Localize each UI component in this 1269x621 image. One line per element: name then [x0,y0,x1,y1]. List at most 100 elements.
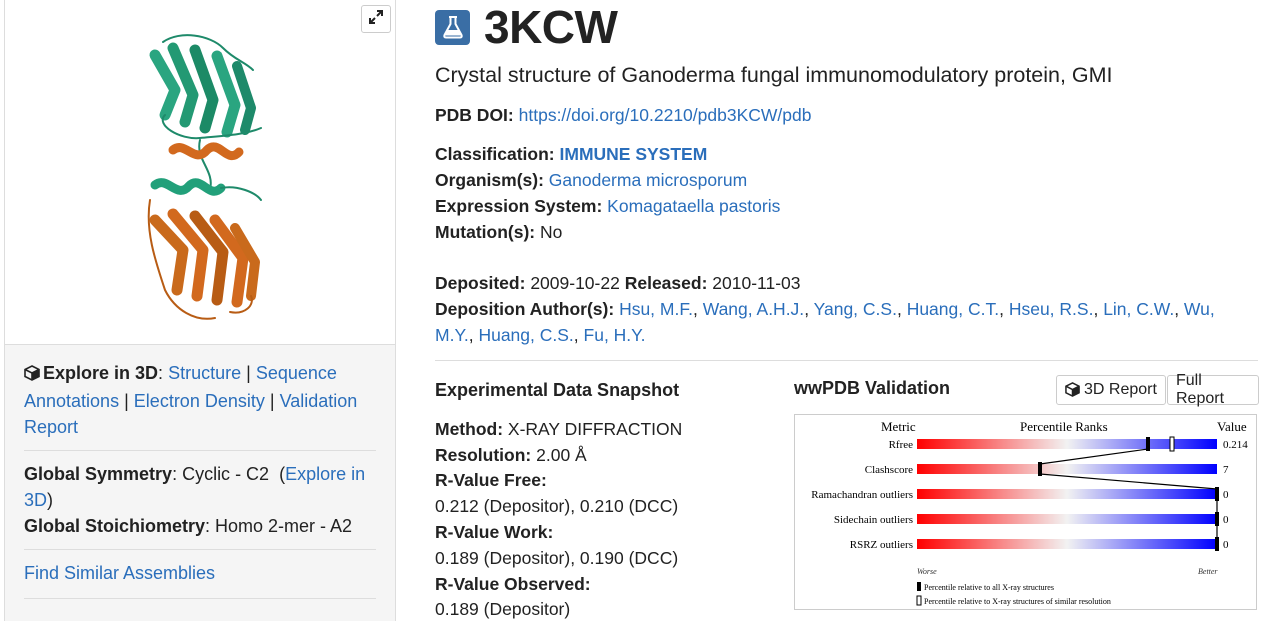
divider [24,450,376,451]
author-link[interactable]: Yang, C.S. [813,299,897,319]
robs-value: 0.189 (Depositor) [435,599,571,620]
author-link[interactable]: Lin, C.W. [1103,299,1175,319]
expression-label: Expression System: [435,196,603,216]
sequence-annotations-link[interactable]: Sequence Annotations [24,363,337,411]
author-separator: , [692,299,703,319]
author-link[interactable]: Wang, A.H.J. [702,299,805,319]
mutation-label: Mutation(s): [435,222,536,242]
full-report-label: Full Report [1176,372,1225,407]
classification-link[interactable]: IMMUNE SYSTEM [559,144,708,164]
organism-label: Organism(s): [435,170,544,190]
validation-report-link[interactable]: Validation Report [24,391,358,437]
global-symmetry-value: : Cyclic - C2 [172,464,270,484]
metric-label: Clashscore [865,464,913,476]
separator: | [269,391,275,411]
author-link[interactable]: Hseu, R.S. [1008,299,1094,319]
deposited-value: 2009-10-22 [530,273,620,293]
global-stoichiometry-label: Global Stoichiometry [24,516,206,536]
resolution-label: Resolution: [435,444,532,465]
rfree-value: 0.212 (Depositor), 0.210 (DCC) [435,496,679,517]
explore-symmetry-link[interactable]: Explore in 3D [24,464,366,510]
3d-report-button[interactable]: 3D Report [1056,375,1166,405]
header-metric: Metric [881,419,916,434]
dates-row: Deposited: 2009-10-22 Released: 2010-11-… [435,270,801,296]
protein-structure-image [147,34,262,320]
released-value: 2010-11-03 [712,273,801,293]
author-link[interactable]: Huang, C.S. [478,325,574,345]
separator: | [124,391,129,411]
percentile-all-marker [1038,462,1042,476]
percentile-bar [917,489,1217,499]
author-separator: , [804,299,814,319]
find-similar-assemblies-link[interactable]: Find Similar Assemblies [24,563,216,583]
percentile-all-marker [1215,487,1219,501]
author-separator: , [1174,299,1184,319]
left-panel: Explore in 3D: Structure | Sequence Anno… [4,0,396,621]
divider [435,360,1258,361]
percentile-bar [917,514,1217,524]
mutation-value: No [540,222,563,242]
resolution-value: 2.00 Å [536,444,587,465]
doi-label: PDB DOI: [435,105,514,125]
better-label: Better [1198,567,1218,576]
percentile-bar [917,439,1217,449]
snapshot-title: Experimental Data Snapshot [435,380,680,400]
separator: | [246,363,251,383]
mutation-row: Mutation(s): No [435,219,562,245]
rwork-value: 0.189 (Depositor), 0.190 (DCC) [435,547,679,568]
percentile-all-marker [1215,512,1219,526]
metric-label: Rfree [889,439,914,451]
expand-arrows-icon [369,9,383,29]
percentile-bar [917,464,1217,474]
rfree-label: R-Value Free: [435,470,547,491]
deposited-label: Deposited: [435,273,526,293]
3d-report-label: 3D Report [1084,381,1157,398]
expression-row: Expression System: Komagataella pastoris [435,193,780,219]
explore-3d-label: Explore in 3D [43,363,159,383]
robs-label: R-Value Observed: [435,573,591,594]
author-link[interactable]: Fu, H.Y. [583,325,646,345]
percentile-all-marker [1215,537,1219,551]
doi-link[interactable]: https://doi.org/10.2210/pdb3KCW/pdb [518,105,812,125]
entry-main: 3KCW Crystal structure of Ganoderma fung… [435,0,1260,621]
structure-link[interactable]: Structure [168,363,242,383]
full-report-button[interactable]: Full Report [1167,372,1259,407]
metric-value: 0 [1223,514,1229,526]
structure-viewer[interactable] [5,0,395,345]
metric-value: 0 [1223,489,1229,501]
global-stoichiometry-value: : Homo 2-mer - A2 [205,516,353,536]
electron-density-link[interactable]: Electron Density [133,391,265,411]
symmetry-section: Global Symmetry: Cyclic - C2 (Explore in… [24,461,376,539]
author-link[interactable]: Hsu, M.F. [619,299,693,319]
expression-link[interactable]: Komagataella pastoris [607,196,781,216]
author-separator: , [573,325,584,345]
percentile-bar [917,539,1217,549]
percentile-all-marker [1146,437,1150,451]
percentile-similar-marker [1169,436,1175,452]
divider [24,549,376,550]
experimental-snapshot: Experimental Data Snapshot Method: X-RAY… [435,378,775,621]
author-link[interactable]: Wu, M.Y. [435,299,1215,345]
organism-link[interactable]: Ganoderma microsporum [548,170,748,190]
author-separator: , [468,325,479,345]
metric-label: RSRZ outliers [850,539,913,551]
legend-similar-swatch [916,595,922,606]
percentile-connector [1039,473,1218,490]
explore-3d-section: Explore in 3D: Structure | Sequence Anno… [24,360,376,440]
metric-label: Sidechain outliers [834,514,913,526]
page-title: 3KCW [484,1,618,53]
colon: : [158,363,164,383]
classification-label: Classification: [435,144,555,164]
authors-list: Hsu, M.F., Wang, A.H.J., Yang, C.S., Hua… [435,299,1215,345]
author-separator: , [1093,299,1104,319]
legend-all-label: Percentile relative to all X-ray structu… [924,583,1054,592]
title-row: 3KCW [435,1,618,53]
author-separator: , [999,299,1009,319]
released-label: Released: [624,273,708,293]
author-link[interactable]: Huang, C.T. [906,299,1000,319]
validation-title: wwPDB Validation [794,378,951,398]
expand-viewer-button[interactable] [361,5,391,33]
metric-label: Ramachandran outliers [811,489,913,501]
global-symmetry-label: Global Symmetry [24,464,173,484]
cube-icon [1065,381,1080,402]
